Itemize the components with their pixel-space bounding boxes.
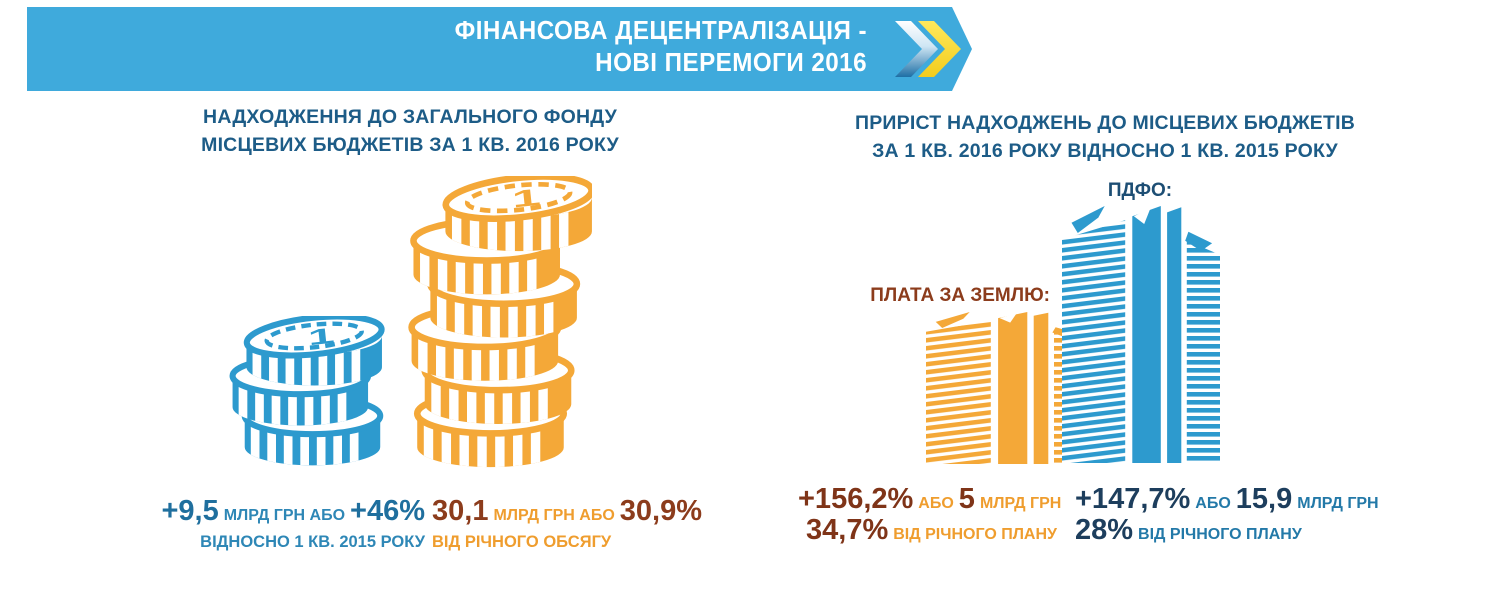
svg-text:1: 1 <box>511 184 542 213</box>
right-orange-stat: +156,2% АБО 5 МЛРД ГРН 34,7% ВІД РІЧНОГО ПЛА… <box>798 484 1062 546</box>
left-blue-stat: +9,5 МЛРД ГРН АБО +46% ВІДНОСНО 1 КВ. 2015… <box>140 496 425 553</box>
right-orange-stat-line1: +156,2% АБО 5 МЛРД ГРН <box>798 484 1062 519</box>
land-or: АБО <box>918 495 954 512</box>
land-value: 5 <box>958 483 975 515</box>
left-orange-stat-line2: ВІД РІЧНОГО ОБСЯГУ <box>432 533 612 551</box>
pdfo-or: АБО <box>1195 495 1231 512</box>
right-blue-stat: +147,7% АБО 15,9 МЛРД ГРН 28% ВІД РІЧНОГО ПЛ… <box>1075 484 1405 546</box>
land-plan-pct: 34,7% <box>806 514 889 546</box>
left-heading-line2: МІСЦЕВИХ БЮДЖЕТІВ ЗА 1 КВ. 2016 РОКУ <box>201 134 619 156</box>
land-payment-label: ПЛАТА ЗА ЗЕМЛЮ: <box>870 285 1050 306</box>
left-orange-value: 30,1 <box>432 495 489 527</box>
pdfo-plan-pct: 28% <box>1075 514 1134 546</box>
banner-arrow-art <box>27 7 972 91</box>
left-blue-unit: МЛРД ГРН АБО <box>223 507 346 524</box>
left-section-heading: НАДХОДЖЕННЯ ДО ЗАГАЛЬНОГО ФОНДУ МІСЦЕВИХ… <box>110 103 710 159</box>
banner-title: ФІНАНСОВА ДЕЦЕНТРАЛІЗАЦІЯ - НОВІ ПЕРЕМОГ… <box>86 14 867 78</box>
left-blue-stat-line2: ВІДНОСНО 1 КВ. 2015 РОКУ <box>200 533 425 551</box>
land-unit: МЛРД ГРН <box>979 495 1062 512</box>
banner-title-line2: НОВІ ПЕРЕМОГИ 2016 <box>595 47 867 77</box>
pdfo-label: ПДФО: <box>1107 180 1173 201</box>
left-orange-pct: 30,9% <box>619 495 702 527</box>
right-heading-line1: ПРИРІСТ НАДХОДЖЕНЬ ДО МІСЦЕВИХ БЮДЖЕТІВ <box>855 112 1355 134</box>
left-orange-unit: МЛРД ГРН АБО <box>493 507 615 524</box>
orange-coin-stack-icon: 1 <box>404 176 592 470</box>
left-orange-stat: 30,1 МЛРД ГРН АБО 30,9% ВІД РІЧНОГО ОБСЯГУ <box>432 496 712 553</box>
left-orange-stat-line1: 30,1 МЛРД ГРН АБО 30,9% <box>432 496 712 531</box>
land-plan-text: ВІД РІЧНОГО ПЛАНУ <box>893 526 1057 543</box>
left-blue-stat-line1: +9,5 МЛРД ГРН АБО +46% <box>140 496 425 531</box>
right-section-heading: ПРИРІСТ НАДХОДЖЕНЬ ДО МІСЦЕВИХ БЮДЖЕТІВ … <box>800 109 1410 165</box>
right-orange-stat-line2: 34,7% ВІД РІЧНОГО ПЛАНУ <box>798 516 1062 546</box>
right-heading-line2: ЗА 1 КВ. 2016 РОКУ ВІДНОСНО 1 КВ. 2015 Р… <box>872 140 1338 162</box>
pdfo-growth-pct: +147,7% <box>1075 483 1191 515</box>
pdfo-value: 15,9 <box>1235 483 1293 515</box>
right-blue-stat-line1: +147,7% АБО 15,9 МЛРД ГРН <box>1075 484 1405 519</box>
banner-title-line1: ФІНАНСОВА ДЕЦЕНТРАЛІЗАЦІЯ - <box>454 15 867 45</box>
left-heading-line1: НАДХОДЖЕННЯ ДО ЗАГАЛЬНОГО ФОНДУ <box>203 106 617 128</box>
pdfo-plan-text: ВІД РІЧНОГО ПЛАНУ <box>1138 526 1302 543</box>
svg-text:1: 1 <box>307 323 336 350</box>
blue-coin-stack-icon: 1 <box>222 316 396 468</box>
land-growth-pct: +156,2% <box>798 483 914 515</box>
left-blue-value: +9,5 <box>161 495 219 527</box>
right-blue-stat-line2: 28% ВІД РІЧНОГО ПЛАНУ <box>1075 516 1405 546</box>
pdfo-unit: МЛРД ГРН <box>1297 495 1379 512</box>
left-blue-pct: +46% <box>350 495 425 527</box>
blue-banknote-stack-icon <box>1062 206 1220 463</box>
